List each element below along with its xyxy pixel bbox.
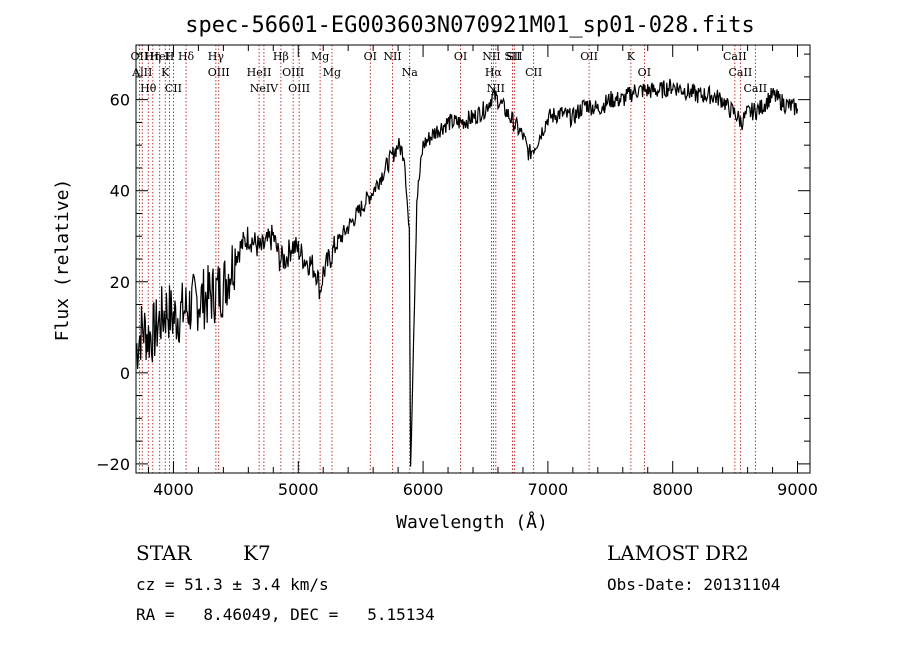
line-label: CaII <box>743 82 767 95</box>
line-label: Hβ <box>273 50 289 63</box>
y-tick-label: 40 <box>110 182 130 201</box>
line-label: Hθ <box>140 82 157 95</box>
x-tick-label: 5000 <box>278 480 319 499</box>
redshift-velocity: cz = 51.3 ± 3.4 km/s <box>136 575 329 594</box>
line-label: Hη <box>145 50 161 63</box>
y-axis-label: Flux (relative) <box>52 179 73 342</box>
x-tick-label: 7000 <box>528 480 569 499</box>
line-label: K <box>627 50 636 63</box>
line-label: NII <box>487 82 505 95</box>
y-tick-label: −20 <box>96 455 130 474</box>
line-label: K <box>161 66 170 79</box>
y-tick-label: 0 <box>120 364 130 383</box>
line-label: OIII <box>282 66 304 79</box>
observation-date: Obs-Date: 20131104 <box>607 575 780 594</box>
line-label: SII <box>506 50 522 63</box>
line-label: OIII <box>288 82 310 95</box>
line-label: HeII <box>247 66 272 79</box>
coordinates: RA = 8.46049, DEC = 5.15134 <box>136 605 435 624</box>
x-tick-label: 4000 <box>153 480 194 499</box>
line-label: OI <box>364 50 377 63</box>
y-tick-label: 60 <box>110 91 130 110</box>
x-tick-label: 9000 <box>777 480 818 499</box>
axis-ticks <box>136 45 810 473</box>
line-label: Hα <box>485 66 503 79</box>
line-label: SII <box>504 50 520 63</box>
line-label: CII <box>165 82 182 95</box>
line-label: Na <box>402 66 419 79</box>
line-label: OII <box>580 50 598 63</box>
spectrum-line <box>135 78 799 467</box>
line-label: NeIV <box>250 82 279 95</box>
object-class: STAR <box>136 541 192 565</box>
survey-name: LAMOST DR2 <box>607 541 749 565</box>
object-subclass: K7 <box>243 541 271 565</box>
line-label: CaII <box>723 50 747 63</box>
line-label: CaII <box>729 66 753 79</box>
x-axis-label: Wavelength (Å) <box>396 511 548 533</box>
line-label: Mg <box>311 50 329 63</box>
line-label: OI <box>638 66 651 79</box>
x-tick-label: 8000 <box>652 480 693 499</box>
line-label: Mg <box>323 66 341 79</box>
line-label: CII <box>525 66 542 79</box>
line-label: OI <box>454 50 467 63</box>
axis-tick-labels: 4000 5000 6000 7000 8000 9000 −20 0 20 40 60 <box>96 91 818 499</box>
line-label: Hδ <box>178 50 195 63</box>
line-label: NII <box>482 50 500 63</box>
line-label: OIII <box>208 66 230 79</box>
line-label: HeI <box>149 50 169 63</box>
chart-title: spec-56601-EG003603N070921M01_sp01-028.f… <box>185 13 755 38</box>
line-label: H <box>165 50 175 63</box>
line-label: Hγ <box>208 50 225 63</box>
x-tick-label: 6000 <box>403 480 444 499</box>
line-label: NII <box>383 50 401 63</box>
y-tick-label: 20 <box>110 273 130 292</box>
line-label: OII <box>131 50 149 63</box>
